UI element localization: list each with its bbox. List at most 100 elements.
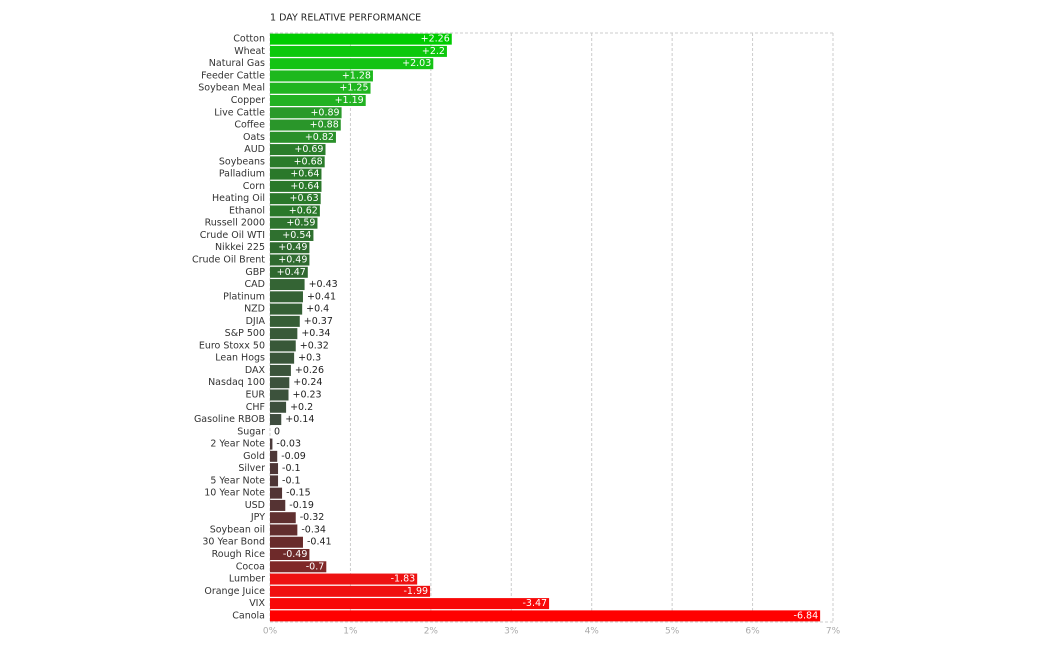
bar: [270, 131, 336, 143]
x-tick-label: 3%: [504, 627, 519, 637]
bar: [270, 156, 325, 168]
value-label: +0.64: [290, 169, 319, 180]
value-label: -0.19: [289, 500, 314, 511]
value-label: +2.2: [422, 46, 445, 57]
bar: [270, 205, 320, 217]
bar: [270, 254, 310, 266]
y-tick-label: 30 Year Bond: [202, 537, 265, 548]
value-label: 0: [274, 426, 280, 437]
value-label: +2.03: [402, 58, 431, 69]
value-label: +0.32: [300, 340, 329, 351]
bar: [270, 549, 310, 561]
bar: [270, 561, 327, 573]
value-label: +0.59: [286, 218, 315, 229]
y-tick-label: Gasoline RBOB: [194, 414, 265, 425]
y-tick-label: Nikkei 225: [215, 242, 265, 253]
value-label: -0.09: [281, 451, 306, 462]
y-tick-label: Natural Gas: [209, 58, 265, 69]
value-label: +0.49: [278, 255, 307, 266]
value-label: +0.62: [289, 205, 318, 216]
value-label: +0.23: [292, 389, 321, 400]
value-label: -0.41: [307, 537, 332, 548]
value-label: +0.37: [304, 316, 333, 327]
bar: [270, 598, 550, 610]
y-tick-label: Palladium: [219, 169, 265, 180]
bar: [270, 193, 321, 205]
bar: [270, 536, 303, 548]
x-tick-label: 0%: [263, 627, 278, 637]
value-label: +0.63: [290, 193, 319, 204]
y-tick-label: Coffee: [234, 120, 265, 131]
y-tick-label: S&P 500: [225, 328, 265, 339]
bar: [270, 389, 289, 401]
bar: [270, 414, 282, 426]
bar: [270, 315, 300, 327]
value-label: -3.47: [522, 598, 547, 609]
value-label: +1.19: [335, 95, 364, 106]
value-label: -0.03: [276, 439, 301, 450]
y-tick-label: DAX: [245, 365, 266, 376]
chart-title: 1 DAY RELATIVE PERFORMANCE: [270, 13, 421, 24]
value-label: -0.1: [282, 463, 301, 474]
y-tick-label: Crude Oil WTI: [200, 230, 265, 241]
y-tick-label: NZD: [244, 304, 265, 315]
bar: [270, 499, 286, 511]
y-tick-label: Wheat: [234, 46, 265, 57]
value-label: +0.54: [282, 230, 311, 241]
bar: [270, 450, 278, 462]
bar: [270, 524, 298, 536]
y-tick-label: Live Cattle: [214, 107, 265, 118]
y-tick-label: VIX: [249, 598, 265, 609]
value-label: +0.64: [290, 181, 319, 192]
bar: [270, 303, 303, 315]
y-tick-label: Soybean Meal: [198, 83, 265, 94]
bar: [270, 401, 287, 413]
value-label: +0.14: [285, 414, 314, 425]
value-label: +0.47: [277, 267, 306, 278]
y-tick-label: Crude Oil Brent: [192, 255, 265, 266]
y-tick-label: DJIA: [246, 316, 266, 327]
y-tick-label: CHF: [246, 402, 265, 413]
bar: [270, 573, 418, 585]
y-tick-label: EUR: [245, 389, 265, 400]
y-tick-label: Lumber: [229, 574, 265, 585]
y-tick-label: 10 Year Note: [204, 488, 265, 499]
value-label: +0.41: [307, 291, 336, 302]
value-label: -0.34: [301, 524, 326, 535]
bar: [270, 328, 298, 340]
y-tick-label: Orange Juice: [204, 586, 265, 597]
y-tick-label: Ethanol: [229, 205, 265, 216]
value-label: +0.82: [305, 132, 334, 143]
bar: [270, 119, 341, 131]
bar: [270, 70, 373, 82]
y-tick-label: Platinum: [223, 291, 265, 302]
bar: [270, 168, 322, 180]
value-label: +0.49: [278, 242, 307, 253]
bar: [270, 291, 303, 303]
bar: [270, 364, 291, 376]
y-tick-label: Cocoa: [236, 561, 265, 572]
y-tick-label: Corn: [243, 181, 265, 192]
y-tick-label: Heating Oil: [212, 193, 265, 204]
value-label: +1.25: [339, 83, 368, 94]
bar: [270, 487, 283, 499]
bar: [270, 107, 342, 119]
value-label: +0.4: [306, 304, 329, 315]
value-label: +0.88: [310, 120, 339, 131]
x-tick-label: 4%: [585, 627, 600, 637]
y-tick-label: Soybean oil: [210, 524, 265, 535]
value-label: -1.83: [391, 574, 416, 585]
bar: [270, 33, 452, 45]
x-tick-label: 2%: [424, 627, 439, 637]
x-tick-label: 1%: [343, 627, 358, 637]
y-tick-label: Oats: [243, 132, 265, 143]
y-tick-label: USD: [245, 500, 265, 511]
bar: [270, 512, 296, 524]
bar: [270, 144, 326, 156]
bar: [270, 438, 273, 450]
y-tick-label: Cotton: [233, 34, 265, 45]
y-tick-label: Lean Hogs: [215, 353, 265, 364]
bar: [270, 242, 310, 254]
bar: [270, 463, 279, 475]
